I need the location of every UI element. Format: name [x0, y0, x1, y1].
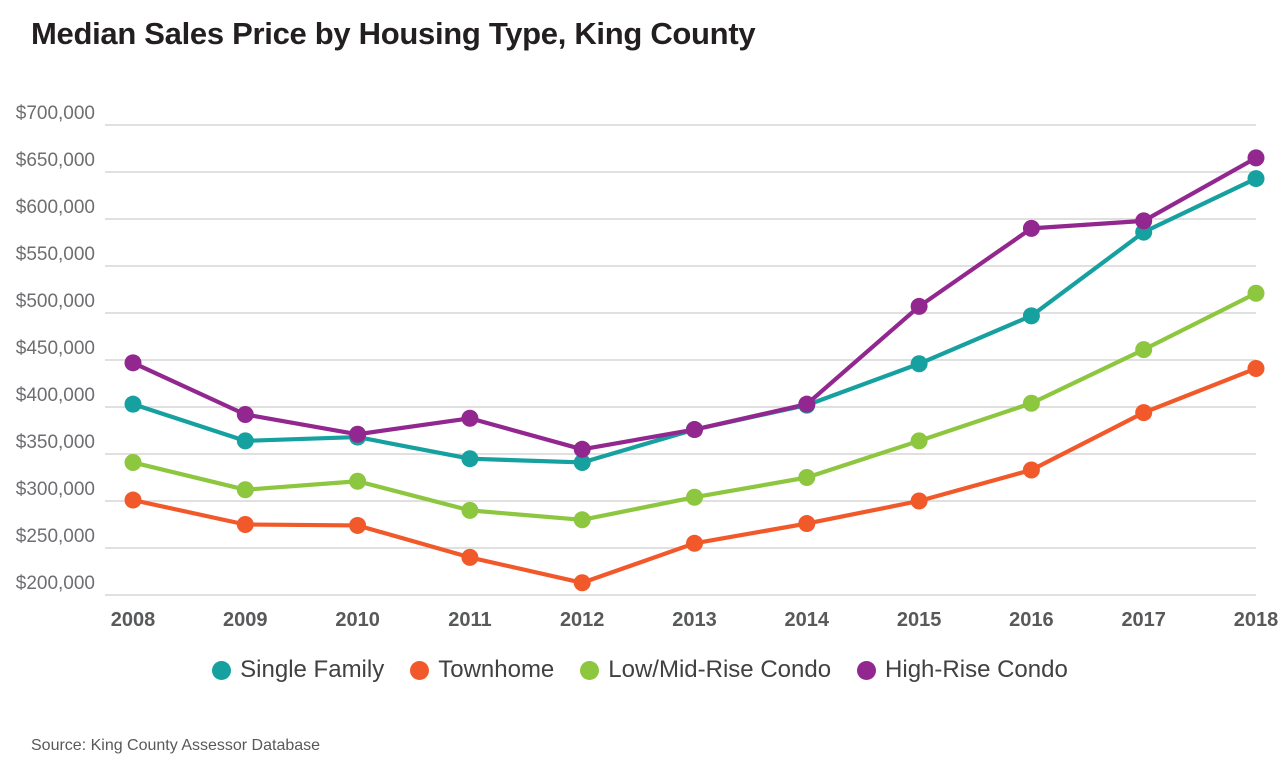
- y-axis-tick-label: $450,000: [16, 338, 95, 359]
- data-point: [236, 406, 254, 424]
- y-axis-tick-label: $350,000: [16, 432, 95, 453]
- circle-marker: [580, 660, 600, 680]
- legend-item-high-rise-condo[interactable]: High-Rise Condo: [857, 656, 1068, 684]
- data-point: [910, 492, 928, 510]
- data-point: [1022, 461, 1040, 479]
- data-point: [573, 453, 591, 471]
- data-point: [1022, 307, 1040, 325]
- series-lines-group: [130, 155, 1259, 585]
- y-axis-tick-label: $250,000: [16, 526, 95, 547]
- x-axis-tick-label: 2013: [672, 609, 717, 631]
- data-point: [1247, 170, 1265, 188]
- data-point: [124, 491, 142, 509]
- data-point: [798, 469, 816, 486]
- legend-item-townhome[interactable]: Townhome: [410, 656, 554, 684]
- data-point: [910, 432, 928, 450]
- data-point: [461, 409, 479, 427]
- series-line-high-rise-condo: [130, 155, 1259, 452]
- top-divider: [0, 0, 1280, 3]
- x-axis-tick-label: 2012: [560, 609, 605, 631]
- circle-marker: [212, 660, 232, 680]
- data-point: [1022, 219, 1040, 237]
- x-axis-tick-label: 2015: [897, 609, 942, 631]
- legend-item-label: Townhome: [438, 656, 555, 683]
- y-axis-tick-label: $500,000: [16, 291, 95, 312]
- x-axis-labels-group: 2008 2009 2010 2011 2012 2013 2014 2015 2016 2017…: [111, 609, 1279, 631]
- x-axis-tick-label: 2011: [448, 609, 491, 631]
- x-axis-tick-label: 2008: [111, 609, 156, 631]
- data-point: [124, 354, 142, 372]
- series-markers-group: [124, 149, 1265, 592]
- y-axis-tick-label: $600,000: [16, 197, 95, 218]
- data-point: [1135, 341, 1153, 359]
- circle-marker: [410, 660, 430, 680]
- y-axis-tick-label: $300,000: [16, 479, 95, 500]
- series-line-single-family: [130, 176, 1259, 465]
- circle-marker: [857, 660, 877, 680]
- data-point: [1247, 284, 1265, 302]
- source-note: Source: King County Assessor Database: [31, 737, 321, 754]
- y-axis-tick-label: $700,000: [16, 103, 95, 124]
- data-point: [1247, 149, 1265, 167]
- data-point: [573, 574, 591, 592]
- data-point: [236, 481, 254, 499]
- x-axis-tick-label: 2017: [1121, 609, 1166, 631]
- data-point: [236, 516, 254, 533]
- data-point: [1247, 359, 1265, 377]
- data-point: [349, 472, 367, 490]
- chart-legend: Single Family Townhome Low/Mid-Rise Condo H…: [0, 656, 1280, 684]
- legend-item-single-family[interactable]: Single Family: [212, 656, 384, 684]
- data-point: [798, 515, 816, 533]
- legend-item-label: Low/Mid-Rise Condo: [608, 656, 832, 683]
- data-point: [461, 450, 479, 468]
- y-axis-tick-label: $200,000: [16, 573, 95, 594]
- data-point: [461, 501, 479, 519]
- data-point: [1135, 212, 1153, 230]
- y-axis-tick-label: $650,000: [16, 150, 95, 171]
- y-axis-labels-group: $700,000 $650,000 $600,000 $550,000 $500,000…: [16, 103, 95, 594]
- y-axis-tick-label: $550,000: [16, 244, 95, 265]
- data-point: [910, 355, 928, 373]
- x-axis-tick-label: 2014: [785, 609, 830, 631]
- data-point: [1022, 394, 1040, 412]
- x-axis-tick-label: 2018: [1234, 609, 1279, 631]
- y-axis-tick-label: $400,000: [16, 385, 95, 406]
- data-point: [573, 440, 591, 458]
- data-point: [686, 534, 703, 552]
- data-point: [124, 453, 142, 471]
- legend-item-label: High-Rise Condo: [885, 656, 1068, 683]
- data-point: [798, 395, 816, 413]
- data-point: [349, 516, 367, 534]
- legend-item-low-mid-rise-condo[interactable]: Low/Mid-Rise Condo: [580, 656, 831, 684]
- data-point: [124, 395, 142, 413]
- page-title: Median Sales Price by Housing Type, King…: [31, 16, 756, 51]
- data-point: [461, 548, 479, 566]
- data-point: [573, 511, 591, 529]
- x-axis-tick-label: 2010: [335, 609, 380, 631]
- x-axis-tick-label: 2016: [1009, 609, 1054, 631]
- data-point: [349, 425, 367, 443]
- legend-item-label: Single Family: [240, 656, 385, 683]
- data-point: [910, 297, 928, 315]
- data-point: [686, 421, 703, 439]
- data-point: [686, 488, 703, 506]
- data-point: [1135, 404, 1153, 422]
- data-point: [236, 432, 254, 450]
- x-axis-tick-label: 2009: [223, 609, 268, 631]
